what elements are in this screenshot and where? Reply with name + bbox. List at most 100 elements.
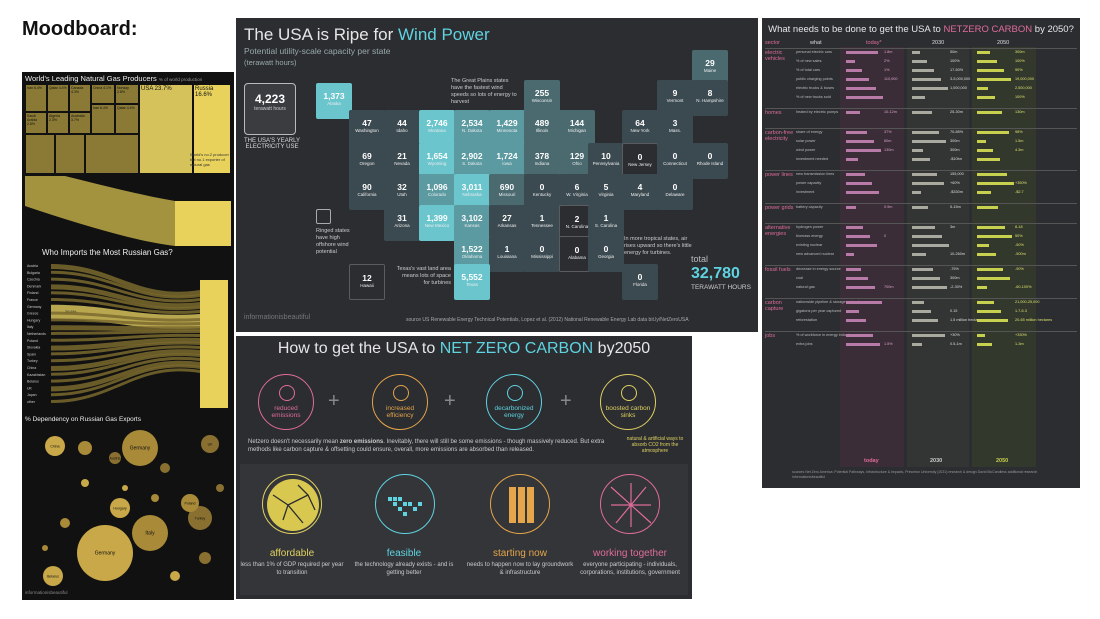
value-text: 25-30m xyxy=(950,110,963,114)
total-value: 32,780 xyxy=(691,265,740,282)
country-bubble xyxy=(188,506,212,530)
section-divider xyxy=(765,223,1077,224)
value-text: -90% xyxy=(1015,267,1024,271)
row-label: solar power xyxy=(796,139,816,143)
step-label: reduced emissions xyxy=(271,405,301,420)
row-label: hydrogen power xyxy=(796,225,824,229)
section-divider xyxy=(765,331,1077,332)
pillar-label: feasible xyxy=(386,548,422,559)
wind-unit-line: (terawatt hours) xyxy=(244,58,297,67)
state-name: Kentucky xyxy=(532,192,552,197)
value-bar xyxy=(912,96,925,99)
step-label: increased efficiency xyxy=(385,405,415,420)
row-label: biomass energy xyxy=(796,234,823,238)
state-value: 6 xyxy=(574,182,580,192)
state-name: Arkansas xyxy=(497,223,517,228)
plus-icon: + xyxy=(560,390,572,412)
table-source: sources Net Zero America: Potential Path… xyxy=(792,470,1038,479)
state-tile: 489 Illinois xyxy=(524,110,560,146)
state-name: Louisiana xyxy=(497,254,517,259)
state-tile: 4 Maryland xyxy=(622,174,658,210)
feasible-icon xyxy=(375,474,435,534)
header-what: what xyxy=(810,40,822,46)
value-bar xyxy=(912,69,934,72)
netzero-title: How to get the USA to NET ZERO CARBON by… xyxy=(236,340,692,358)
bubble-label: Germany xyxy=(95,551,116,557)
state-value: 1,096 xyxy=(426,182,448,192)
value-text: -75% xyxy=(950,267,959,271)
value-bar xyxy=(912,131,939,134)
state-tile: 2,746 Montana xyxy=(419,110,455,146)
value-text: 0.5-1m xyxy=(950,342,962,346)
value-text: 37% xyxy=(884,130,892,134)
wind-source: source US Renewable Energy Technical Pot… xyxy=(406,317,689,323)
row-label: investment xyxy=(796,190,815,194)
state-value: 1,429 xyxy=(496,118,518,128)
state-tile: 1,096 Colorado xyxy=(419,174,455,210)
section-divider xyxy=(765,298,1077,299)
state-tile: 378 Indiana xyxy=(524,143,560,179)
value-bar xyxy=(977,51,990,54)
value-bar xyxy=(846,268,861,271)
state-tile: 8 N. Hampshire xyxy=(692,80,728,116)
state-name: New Mexico xyxy=(424,223,450,228)
value-bar xyxy=(846,182,872,185)
value-text: 90% xyxy=(1015,68,1023,72)
ringed-note: Ringed states have high offshore wind po… xyxy=(316,228,350,255)
country-bubble xyxy=(110,498,130,518)
row-label: % of total cars xyxy=(796,68,821,72)
row-label: natural gas xyxy=(796,285,815,289)
header-today: today* xyxy=(866,40,882,46)
bubble-label: Hungary xyxy=(113,507,126,511)
state-name: Texas xyxy=(466,282,478,287)
import-flow xyxy=(51,277,200,303)
state-value: 5 xyxy=(603,182,609,192)
russian-gas-panel: World's Leading Natural Gas Producers % … xyxy=(22,72,234,600)
country-bubble xyxy=(78,441,92,455)
value-text: 110,000 xyxy=(884,77,898,81)
value-bar xyxy=(977,268,1003,271)
importer-label: Belarus xyxy=(27,380,39,384)
import-flow xyxy=(51,356,200,383)
section-divider xyxy=(765,108,1077,109)
row-label: extra jobs xyxy=(796,342,813,346)
value-bar xyxy=(977,111,1002,114)
value-bar xyxy=(846,173,865,176)
russia-fuel-flow xyxy=(25,176,231,246)
treemap-cell xyxy=(55,134,85,174)
state-value: 255 xyxy=(534,88,550,98)
value-text: 300m xyxy=(1015,50,1025,54)
state-name: Rhode Island xyxy=(696,161,724,166)
row-label: battery capacity xyxy=(796,205,823,209)
state-name: Nevada xyxy=(394,161,410,166)
import-flow xyxy=(51,368,200,403)
section-name: jobs xyxy=(765,333,776,339)
value-bar xyxy=(977,69,1004,72)
bubble-label: Austria xyxy=(110,457,121,461)
row-label: public charging points xyxy=(796,77,833,81)
step-circle: increased efficiency xyxy=(372,374,428,430)
state-value: 0 xyxy=(707,151,713,161)
treemap-cell: Saudi Arabia 2.8% xyxy=(25,112,47,134)
value-bar xyxy=(912,111,932,114)
value-bar xyxy=(912,253,926,256)
value-text: -500m xyxy=(1015,252,1026,256)
value-bar xyxy=(846,343,880,346)
value-bar xyxy=(977,244,989,247)
state-name: New York xyxy=(630,128,650,133)
value-bar xyxy=(846,286,875,289)
russia-bar xyxy=(200,280,228,408)
value-text: 2% xyxy=(884,59,890,63)
state-value: 0 xyxy=(672,151,678,161)
state-tile: 12 Hawaii xyxy=(349,264,385,300)
value-text: 300m xyxy=(950,139,960,143)
value-bar xyxy=(846,235,870,238)
treemap-cell: Algeria 2.3% xyxy=(47,112,69,134)
bubble-label: Italy xyxy=(145,531,155,537)
section-divider xyxy=(765,265,1077,266)
value-bar xyxy=(846,69,862,72)
step-circle: reduced emissions xyxy=(258,374,314,430)
treemap-cell: Russia 16.6% xyxy=(193,84,231,174)
state-tile: 1,654 Wyoming xyxy=(419,143,455,179)
state-value: 2 xyxy=(574,214,580,224)
